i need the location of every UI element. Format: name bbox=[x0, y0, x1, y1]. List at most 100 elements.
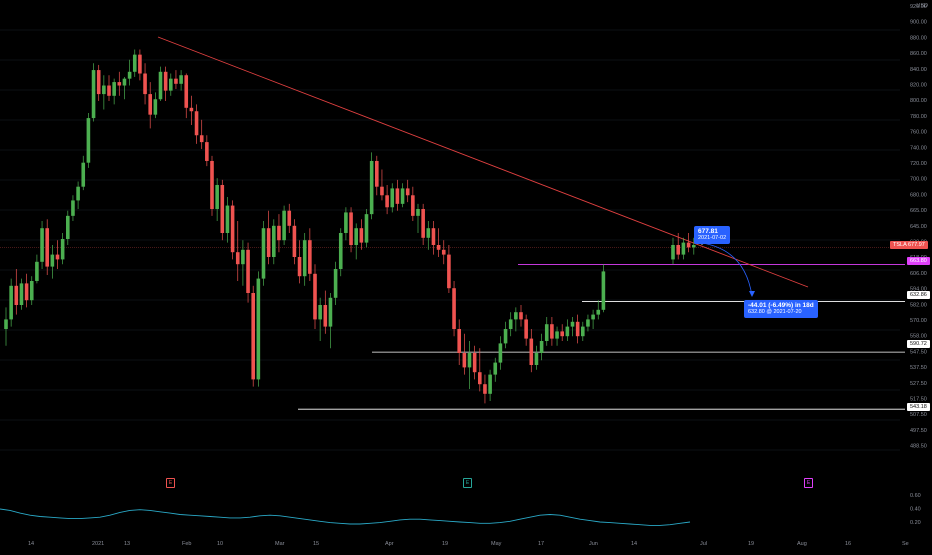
time-tick-label: 14 bbox=[28, 541, 34, 547]
candle-body bbox=[96, 70, 101, 95]
candle-body bbox=[359, 228, 364, 243]
projection-callout[interactable]: -44.01 (-6.49%) in 18d 632.80 @ 2021-07-… bbox=[744, 300, 818, 318]
time-tick-label: 10 bbox=[217, 541, 223, 547]
candle-body bbox=[431, 228, 436, 245]
trendline-line bbox=[157, 36, 809, 288]
candle-body bbox=[395, 188, 400, 204]
candle-body bbox=[555, 331, 559, 339]
candle-body bbox=[153, 99, 158, 115]
candle-body bbox=[205, 142, 209, 161]
price-tick-label: 740.00 bbox=[910, 145, 927, 151]
candle-body bbox=[676, 245, 680, 255]
price-tick-label: 665.00 bbox=[910, 208, 927, 214]
last-price-value: 677.97 bbox=[907, 242, 925, 248]
trendline[interactable] bbox=[157, 36, 809, 288]
candle-body bbox=[421, 208, 425, 238]
time-tick-label: May bbox=[491, 541, 502, 547]
candle-body bbox=[282, 210, 286, 241]
price-tick-label: 582.00 bbox=[910, 302, 927, 308]
candle-body bbox=[565, 326, 570, 337]
price-tick-label: 800.00 bbox=[910, 98, 927, 104]
price-point-callout[interactable]: 677.81 2021-07-02 bbox=[694, 226, 731, 244]
candle-body bbox=[436, 245, 441, 250]
earnings-event-badge[interactable]: E bbox=[463, 478, 472, 488]
candle-body bbox=[349, 212, 353, 245]
candle-body bbox=[416, 208, 420, 216]
candle-body bbox=[138, 54, 142, 74]
time-tick-label: 16 bbox=[845, 541, 851, 547]
osc-tick-label: 0.40 bbox=[910, 507, 921, 513]
price-tick-label: 720.00 bbox=[910, 161, 927, 167]
candle-body bbox=[60, 239, 65, 260]
candle-body bbox=[220, 184, 225, 233]
candle-body bbox=[390, 188, 395, 208]
candle-body bbox=[591, 314, 595, 320]
candle-body bbox=[364, 214, 369, 243]
candle-body bbox=[143, 73, 147, 95]
earnings-event-badge[interactable]: E bbox=[804, 478, 813, 488]
candle-body bbox=[102, 85, 106, 95]
projection-change: -44.01 (-6.49%) in 18d bbox=[748, 302, 814, 309]
earnings-event-badge[interactable]: E bbox=[166, 478, 175, 488]
candle-body bbox=[344, 212, 348, 233]
price-tick-label: 900.00 bbox=[910, 20, 927, 26]
candle-body bbox=[452, 288, 456, 329]
candle-body bbox=[411, 195, 415, 216]
magenta-level-tag: 663.80 bbox=[907, 257, 930, 265]
candle-body bbox=[66, 215, 70, 239]
candle-body bbox=[40, 228, 44, 262]
horizontal-levels[interactable] bbox=[0, 247, 905, 410]
time-tick-label: Jun bbox=[589, 541, 598, 547]
candle-body bbox=[596, 309, 601, 315]
candle-body bbox=[447, 254, 451, 289]
candle-body bbox=[189, 107, 194, 112]
candle-body bbox=[681, 242, 686, 255]
grid bbox=[0, 29, 900, 451]
candle-body bbox=[405, 188, 410, 196]
candle-body bbox=[493, 362, 498, 375]
price-tick-label: 645.00 bbox=[910, 224, 927, 230]
candle-body bbox=[225, 205, 230, 233]
oscillator-pane bbox=[0, 508, 691, 526]
candle-body bbox=[581, 326, 585, 337]
price-tick-label: 920.00 bbox=[910, 4, 927, 10]
oscillator-axis: 0.60 0.40 0.20 bbox=[910, 493, 921, 526]
candle-body bbox=[230, 205, 235, 253]
candle-body bbox=[302, 240, 307, 277]
price-tick-label: 700.00 bbox=[910, 177, 927, 183]
oscillator-line bbox=[0, 508, 691, 526]
projection-curve bbox=[701, 242, 753, 297]
candle-body bbox=[107, 85, 111, 96]
candle-body bbox=[478, 372, 482, 385]
price-tick-label: 840.00 bbox=[910, 67, 927, 73]
candle-body bbox=[199, 135, 204, 143]
candle-body bbox=[194, 111, 199, 136]
price-tick-label: 594.00 bbox=[910, 287, 927, 293]
candle-body bbox=[534, 353, 539, 365]
osc-tick-label: 0.20 bbox=[910, 520, 921, 526]
price-tick-label: 488.50 bbox=[910, 444, 927, 450]
time-tick-label: 19 bbox=[442, 541, 448, 547]
price-axis[interactable]: 920.00 900.00 880.00 860.00 840.00 820.00 800.… bbox=[910, 4, 927, 450]
candle-body bbox=[9, 285, 13, 320]
callout-price: 677.81 bbox=[698, 228, 718, 235]
candle-body bbox=[4, 319, 8, 329]
time-tick-label: 2021 bbox=[92, 541, 104, 547]
candle-body bbox=[272, 225, 276, 257]
time-axis[interactable]: 14 2021 13 Feb 10 Mar 15 Apr 19 May 17 Jun 14 Jul 19 Au… bbox=[28, 541, 909, 547]
candle-body bbox=[586, 319, 590, 327]
price-tick-label: 517.50 bbox=[910, 397, 927, 403]
projection-arrow[interactable] bbox=[700, 241, 756, 298]
candle-body bbox=[333, 269, 338, 298]
candle-body bbox=[426, 228, 431, 238]
last-price-symbol: TSLA bbox=[893, 242, 907, 248]
candle-body bbox=[24, 283, 29, 301]
time-tick-label: 15 bbox=[313, 541, 319, 547]
candle-body bbox=[215, 184, 219, 209]
candle-body bbox=[524, 319, 528, 339]
candle-body bbox=[117, 82, 122, 86]
price-tick-label: 880.00 bbox=[910, 35, 927, 41]
time-tick-label: Apr bbox=[385, 541, 394, 547]
